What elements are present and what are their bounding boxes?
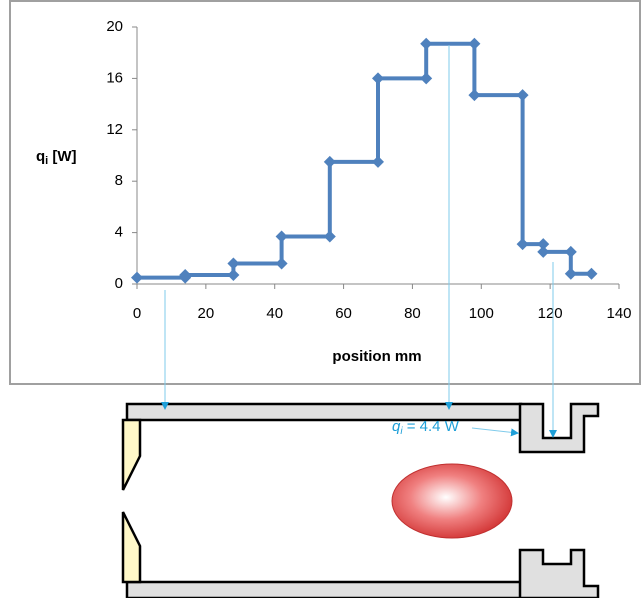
bottom-insert — [121, 511, 142, 584]
data-point — [564, 267, 577, 280]
data-point — [468, 37, 481, 50]
data-point — [537, 245, 550, 258]
x-tick-label: 20 — [198, 305, 215, 322]
annotation-sub: i — [400, 426, 403, 437]
y-label-rest: [W] — [48, 148, 76, 165]
y-tick-label: 0 — [115, 275, 123, 292]
y-tick-label: 16 — [106, 69, 123, 86]
data-point — [131, 271, 143, 284]
data-point — [227, 257, 240, 270]
data-point — [323, 230, 336, 243]
data-point — [537, 238, 550, 251]
data-point — [468, 89, 481, 102]
x-tick-label: 140 — [606, 305, 631, 322]
bottom-pocket — [518, 548, 600, 600]
y-label-main: q — [36, 148, 45, 165]
data-point — [564, 245, 577, 258]
data-point — [516, 238, 529, 251]
x-tick-label: 60 — [335, 305, 352, 322]
data-point — [227, 269, 240, 282]
pointer — [471, 427, 519, 437]
data-point — [275, 257, 288, 270]
top-wall — [125, 402, 523, 422]
x-axis-label: position mm — [332, 348, 421, 365]
data-point — [275, 230, 288, 243]
x-tick-label: 0 — [133, 305, 141, 322]
pointers — [161, 45, 557, 438]
x-tick-label: 40 — [266, 305, 283, 322]
x-tick-label: 100 — [469, 305, 494, 322]
y-tick-label: 20 — [106, 18, 123, 35]
bottom-wall — [125, 580, 523, 600]
hot-spot — [391, 463, 513, 539]
top-insert — [121, 418, 142, 491]
annotation-main: q — [392, 418, 401, 435]
y-axis-label: qi [W] — [36, 148, 77, 167]
data-point — [420, 72, 433, 85]
y-tick-label: 4 — [115, 224, 123, 241]
x-tick-label: 120 — [538, 305, 563, 322]
data-point — [585, 267, 598, 280]
y-label-sub: i — [45, 155, 48, 167]
data-point — [516, 89, 529, 102]
data-point — [420, 37, 433, 50]
data-point — [372, 155, 384, 168]
chart-frame — [9, 0, 641, 385]
annotation-rest: = 4.4 W — [403, 418, 460, 435]
y-tick-label: 8 — [115, 172, 123, 189]
annotation: qi = 4.4 W — [392, 418, 460, 437]
x-tick-label: 80 — [404, 305, 421, 322]
data-point — [372, 72, 384, 85]
data-point — [323, 155, 336, 168]
top-pocket — [518, 402, 600, 454]
diagram — [121, 402, 600, 600]
plot: 0 4 8 12 16 20 0 20 40 60 80 100 120 140 — [106, 18, 631, 322]
y-tick-label: 12 — [106, 121, 123, 138]
data-point — [179, 269, 192, 282]
